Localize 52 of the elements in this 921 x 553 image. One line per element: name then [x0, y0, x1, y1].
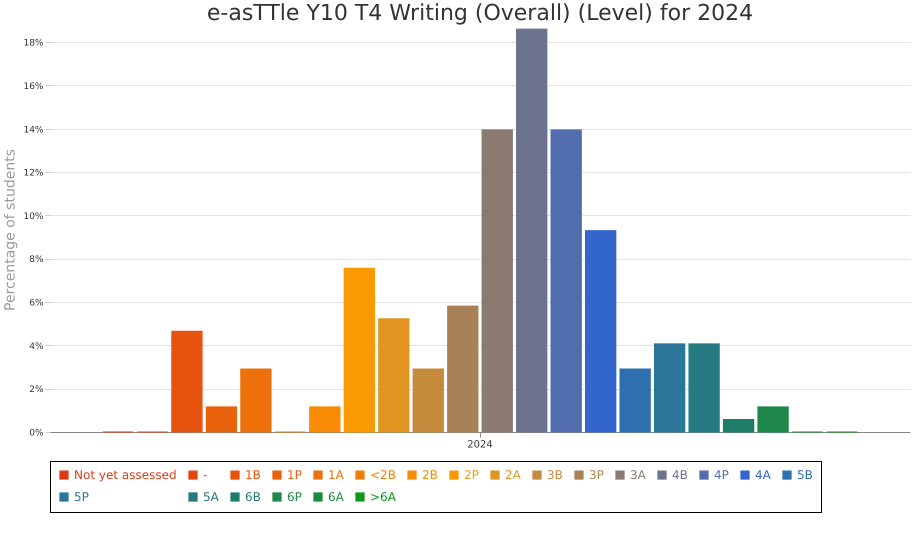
- legend-label: 5A: [203, 490, 220, 504]
- bar: [654, 343, 686, 432]
- legend-label: 5P: [74, 490, 89, 504]
- y-tick-label: 14%: [23, 125, 44, 136]
- legend-label: Not yet assessed: [74, 468, 177, 482]
- legend-label: 6P: [287, 490, 302, 504]
- legend-label: 3P: [589, 468, 604, 482]
- legend-label: 2B: [422, 468, 438, 482]
- legend-label: 5B: [797, 468, 813, 482]
- bar: [482, 129, 513, 432]
- legend-label: 2P: [464, 468, 479, 482]
- bar: [619, 368, 651, 432]
- y-tick-label: 0%: [29, 428, 44, 438]
- y-tick-label: 8%: [29, 255, 44, 266]
- bar: [171, 330, 203, 432]
- legend-label: <2B: [370, 468, 396, 482]
- legend-label: 3A: [630, 468, 647, 482]
- bar: [585, 230, 616, 432]
- bar: [344, 268, 375, 432]
- y-tick-label: 10%: [23, 212, 44, 222]
- bar: [378, 318, 410, 432]
- y-tick-label: 2%: [29, 385, 44, 396]
- y-tick-label: 12%: [23, 168, 44, 179]
- y-tick-label: 18%: [23, 38, 44, 49]
- legend-label: -: [203, 468, 208, 482]
- y-axis-title: Percentage of students: [2, 149, 18, 311]
- chart-title: e-asTTle Y10 T4 Writing (Overall) (Level) for 2024: [206, 1, 754, 26]
- bar: [516, 28, 548, 432]
- legend-label: 1A: [328, 468, 345, 482]
- bar: [757, 406, 789, 432]
- bar: [412, 368, 444, 432]
- bar: [240, 368, 272, 432]
- bar: [309, 406, 341, 432]
- y-tick-label: 6%: [29, 298, 44, 309]
- legend-label: 6B: [245, 490, 261, 504]
- legend-label: 3B: [547, 468, 563, 482]
- legend-label: 6A: [328, 490, 345, 504]
- legend-label: 1P: [287, 468, 302, 482]
- legend-label: 1B: [245, 468, 261, 482]
- bar: [447, 306, 478, 432]
- y-tick-label: 16%: [23, 82, 44, 92]
- bar: [722, 418, 754, 432]
- bar: [206, 406, 238, 432]
- legend-label: 4P: [714, 468, 729, 482]
- legend-label: >6A: [370, 490, 397, 504]
- legend-label: 4A: [755, 468, 772, 482]
- legend-label: 4B: [672, 468, 688, 482]
- bar: [688, 343, 720, 432]
- x-tick-label: 2024: [467, 440, 493, 450]
- bar: [550, 129, 582, 432]
- legend-label: 2A: [505, 468, 522, 482]
- y-tick-label: 4%: [29, 342, 44, 352]
